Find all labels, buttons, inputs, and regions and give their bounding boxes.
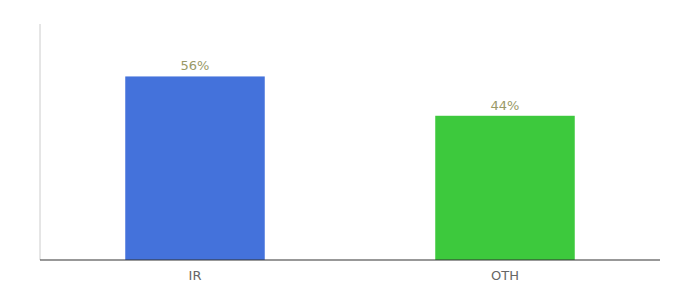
chart-svg: 56% 44% IR OTH [0,0,680,300]
bar [435,116,575,260]
data-label: 44% [491,98,520,113]
chart-container: 56% 44% IR OTH [0,0,680,300]
y-axis-line [40,24,41,260]
x-axis-line [40,259,660,260]
bar [125,76,265,260]
x-ticks: IR OTH [189,268,519,283]
labels: 56% 44% [181,58,520,112]
x-tick-label: OTH [491,268,519,283]
bars [125,76,575,260]
x-tick-label: IR [189,268,202,283]
data-label: 56% [181,58,210,73]
